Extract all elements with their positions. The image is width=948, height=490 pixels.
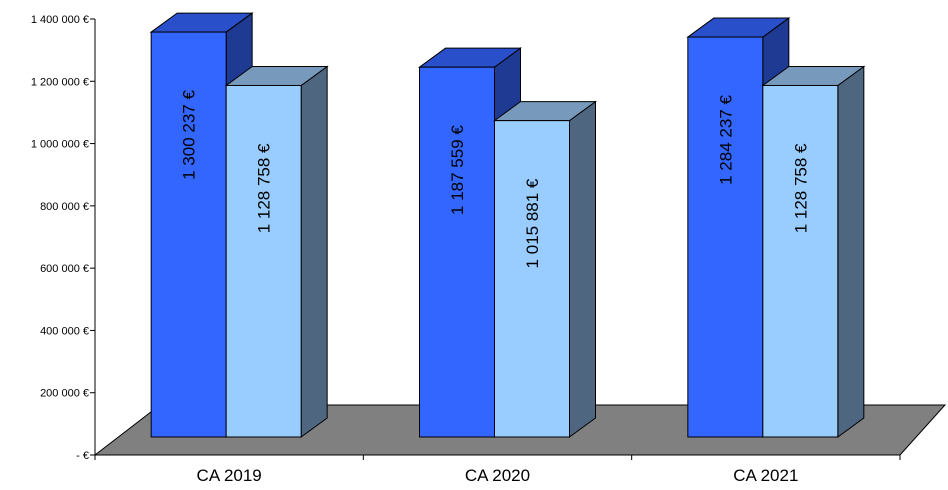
y-tick-label: 800 000 €: [40, 201, 89, 213]
bar-front: [419, 66, 495, 438]
y-tick-label: - €: [76, 450, 89, 462]
y-tick-label: 200 000 €: [40, 388, 89, 400]
bar-front: [225, 84, 302, 438]
bar-series2-2: 1 128 758 €: [761, 65, 866, 438]
bar-data-label: 1 300 237 €: [180, 90, 199, 180]
bar-series2-1: 1 015 881 €: [492, 100, 598, 438]
x-category-label: CA 2021: [733, 466, 798, 485]
bar-data-label: 1 015 881 €: [523, 178, 542, 268]
y-tick-label: 600 000 €: [40, 263, 89, 275]
x-category-label: CA 2020: [465, 466, 530, 485]
bar-front: [762, 84, 839, 438]
bar-side: [569, 100, 596, 438]
bar-data-label: 1 187 559 €: [448, 125, 467, 215]
bar-data-label: 1 128 758 €: [255, 143, 274, 233]
y-axis: - € 200 000 € 400 000 € 600 000 € 800 000 € 1…: [31, 14, 96, 462]
bar-front: [494, 120, 570, 438]
y-tick-label: 1 400 000 €: [31, 14, 89, 26]
bar-side: [837, 65, 865, 438]
bar-front: [150, 31, 227, 438]
bar-data-label: 1 128 758 €: [791, 143, 810, 233]
bar-front: [687, 36, 764, 438]
bar-side: [300, 65, 328, 438]
x-axis: CA 2019 CA 2020 CA 2021: [94, 454, 901, 485]
y-tick-label: 1 000 000 €: [31, 139, 89, 151]
bar-series2-0: 1 128 758 €: [224, 65, 329, 438]
y-tick-label: 1 200 000 €: [31, 76, 89, 88]
bar-data-label: 1 284 237 €: [716, 95, 735, 185]
x-category-label: CA 2019: [197, 466, 262, 485]
y-tick-label: 400 000 €: [40, 325, 89, 337]
